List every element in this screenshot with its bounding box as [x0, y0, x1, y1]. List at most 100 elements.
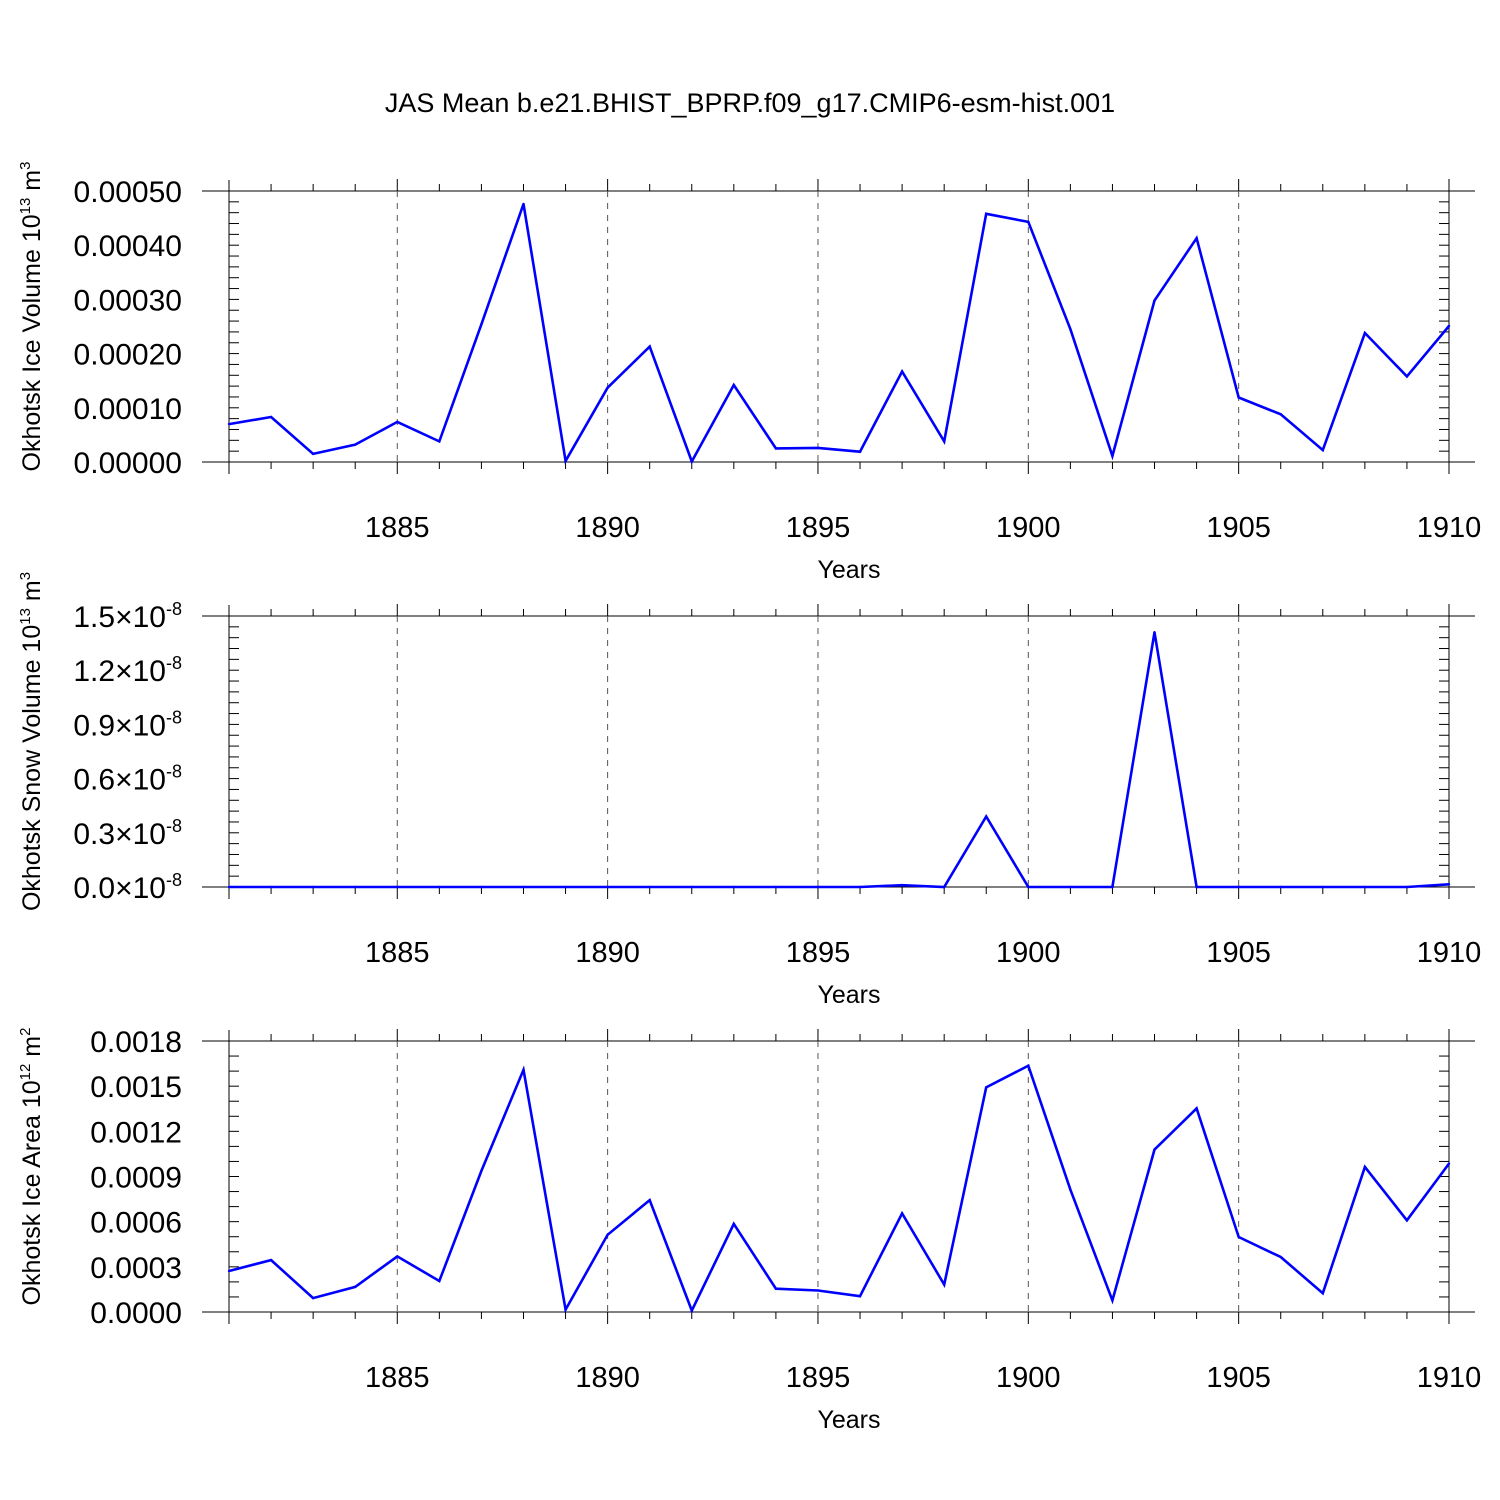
data-point: [774, 447, 778, 450]
data-point: [1447, 1162, 1451, 1165]
data-point: [1447, 324, 1451, 328]
data-point: [648, 345, 651, 348]
data-point: [858, 1294, 862, 1298]
x-tick-label: 1910: [1417, 937, 1482, 969]
x-tick-label: 1890: [575, 937, 640, 969]
x-axis-label: Years: [817, 981, 880, 1009]
data-point: [1153, 299, 1156, 302]
data-point: [1405, 1219, 1409, 1222]
y-tick-label: 0.00000: [74, 447, 182, 480]
data-point: [1279, 885, 1282, 889]
data-point: [1363, 885, 1367, 889]
x-tick-label: 1900: [996, 937, 1061, 969]
data-point: [732, 1222, 736, 1226]
y-tick-label: 0.00010: [74, 393, 182, 426]
data-point: [774, 885, 778, 889]
data-point: [816, 885, 820, 889]
data-point: [606, 1233, 609, 1236]
data-point: [732, 885, 736, 889]
data-point: [522, 1068, 525, 1071]
data-point: [522, 885, 525, 889]
data-point: [1153, 1148, 1156, 1151]
data-point: [227, 885, 231, 889]
data-point: [1069, 328, 1072, 331]
data-point: [1069, 885, 1072, 889]
x-tick-label: 1905: [1206, 512, 1271, 544]
y-tick-label: 0.0009: [90, 1162, 182, 1195]
data-point: [354, 443, 357, 446]
data-point: [858, 885, 862, 889]
data-point: [985, 1086, 988, 1089]
data-point: [942, 885, 946, 889]
y-tick-label: 0.9×10-8: [73, 707, 182, 742]
data-point: [1069, 1188, 1072, 1191]
data-point: [480, 1169, 483, 1173]
data-point: [690, 885, 693, 889]
data-point: [564, 459, 567, 463]
data-point: [942, 1283, 946, 1286]
y-tick-label: 0.6×10-8: [73, 762, 182, 797]
data-point: [1363, 331, 1367, 335]
data-point: [690, 460, 693, 463]
y-axis-label: Okhotsk Ice Area 1012 m2: [17, 1028, 46, 1306]
data-point: [227, 422, 231, 426]
data-point: [564, 1308, 567, 1311]
panel-3: 1885 1890 1895 1900 1905 1910 Years 0.0000 0.000…: [17, 1026, 1481, 1434]
x-tick-label: 1895: [786, 937, 851, 969]
data-point: [354, 1285, 357, 1289]
y-tick-label: 1.5×10-8: [73, 599, 182, 634]
x-tick-label: 1885: [365, 1362, 430, 1394]
y-tick-label: 0.0006: [90, 1207, 182, 1240]
data-point: [606, 885, 609, 889]
y-tick-label: 1.2×10-8: [73, 653, 182, 688]
x-tick-label: 1885: [365, 937, 430, 969]
data-point: [900, 370, 904, 373]
data-point: [816, 1289, 820, 1292]
data-point: [1321, 448, 1324, 452]
y-tick-label: 0.00020: [74, 339, 182, 372]
y-tick-label: 0.00030: [74, 284, 182, 317]
data-point: [1447, 883, 1451, 886]
x-tick-label: 1895: [786, 512, 851, 544]
data-point: [396, 1255, 399, 1258]
data-point: [269, 415, 273, 419]
data-point: [1111, 885, 1114, 889]
chart-title: JAS Mean b.e21.BHIST_BPRP.f09_g17.CMIP6-…: [384, 88, 1116, 118]
data-point: [1321, 1291, 1324, 1295]
data-point: [438, 440, 441, 443]
data-point: [396, 420, 399, 424]
data-point: [564, 885, 567, 889]
data-point: [438, 1279, 441, 1283]
x-axis-label: Years: [817, 556, 880, 584]
data-point: [1237, 396, 1240, 399]
data-point: [732, 383, 736, 387]
y-axis-label: Okhotsk Snow Volume 1013 m3: [17, 572, 46, 911]
data-point: [606, 386, 609, 389]
data-point: [900, 883, 904, 887]
data-point: [311, 452, 315, 456]
data-point: [522, 202, 525, 206]
data-point: [1027, 1064, 1030, 1067]
data-point: [985, 815, 988, 818]
y-tick-label: 0.00050: [74, 176, 182, 209]
data-point: [1237, 1235, 1240, 1239]
data-point: [1195, 236, 1198, 240]
data-point: [1363, 1165, 1367, 1169]
data-point: [269, 1258, 273, 1262]
data-point: [942, 440, 946, 443]
data-point: [354, 885, 357, 889]
data-point: [690, 1309, 693, 1312]
data-point: [480, 885, 483, 889]
data-point: [311, 1296, 315, 1300]
x-axis-label: Years: [817, 1406, 880, 1434]
y-tick-label: 0.3×10-8: [73, 816, 182, 851]
data-point: [311, 885, 315, 889]
data-point: [816, 446, 820, 450]
x-tick-label: 1885: [365, 512, 430, 544]
data-point: [1195, 885, 1198, 889]
x-tick-label: 1905: [1206, 1362, 1271, 1394]
data-point: [1027, 220, 1030, 224]
data-point: [227, 1269, 231, 1273]
series-line: [228, 203, 1450, 465]
x-tick-label: 1900: [996, 1362, 1061, 1394]
